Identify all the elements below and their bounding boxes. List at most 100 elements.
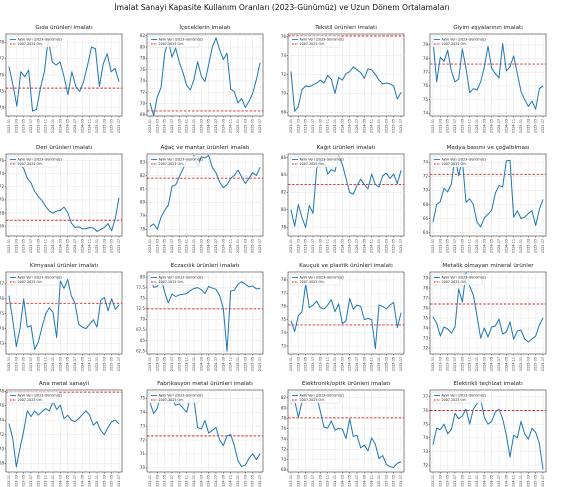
data-point <box>259 288 261 289</box>
x-tick-label: 2023-11 <box>468 239 472 253</box>
x-tick-label: 2023-05 <box>446 119 450 133</box>
x-tick-label: 2023-11 <box>326 357 330 371</box>
data-point <box>389 466 391 468</box>
x-tick-label: 2025-07 <box>399 475 403 487</box>
x-tick-label: 2023-07 <box>453 239 457 253</box>
data-point <box>542 85 544 87</box>
data-point <box>524 216 526 218</box>
legend-label-monthly: Aylık Veri (2023-Günümüz) <box>159 38 203 42</box>
data-point <box>175 404 177 406</box>
data-point <box>175 296 177 297</box>
x-tick-label: 2024-09 <box>221 239 225 253</box>
plot-area <box>429 389 547 473</box>
y-tick-label: 73 <box>281 343 287 348</box>
data-point <box>458 175 460 177</box>
y-tick-label: 72 <box>281 447 287 452</box>
x-tick-label: 2023-09 <box>318 357 322 371</box>
data-point <box>305 85 307 87</box>
data-point <box>494 411 496 413</box>
legend-label-average: 2007-2025 Ort. <box>300 162 325 166</box>
data-point <box>345 438 347 439</box>
x-tick-label: 2024-05 <box>490 357 494 371</box>
legend-label-average: 2007-2025 Ort. <box>300 42 325 46</box>
x-tick-label: 2025-05 <box>534 475 538 487</box>
x-tick-label: 2024-05 <box>66 475 70 487</box>
y-tick-label: 70 <box>281 457 287 462</box>
legend-label-average: 2007-2025 Ort. <box>159 42 184 46</box>
data-point <box>149 102 151 104</box>
x-tick-label: 2024-03 <box>199 357 203 371</box>
data-point <box>334 171 336 172</box>
y-tick-label: 70 <box>0 446 4 451</box>
x-tick-label: 2023-09 <box>177 357 181 371</box>
data-point <box>487 423 489 425</box>
data-point <box>382 455 384 456</box>
data-point <box>81 326 83 328</box>
data-point <box>252 172 254 174</box>
y-tick-label: 76 <box>0 158 4 163</box>
data-point <box>371 319 373 320</box>
data-point <box>535 335 537 337</box>
data-point <box>527 341 529 343</box>
x-tick-label: 2025-01 <box>377 475 381 487</box>
data-point <box>349 418 351 420</box>
x-tick-label: 2025-05 <box>534 119 538 133</box>
x-tick-label: 2025-05 <box>110 475 114 487</box>
y-tick-label: 77 <box>423 295 429 300</box>
x-tick-label: 2024-09 <box>80 357 84 371</box>
data-point <box>8 295 10 297</box>
data-point <box>374 348 376 350</box>
data-point <box>153 115 155 116</box>
x-tick-label: 2024-07 <box>73 239 77 253</box>
x-tick-label: 2024-11 <box>370 475 374 487</box>
data-point <box>443 326 445 328</box>
x-tick-label: 2023-01 <box>289 119 293 133</box>
subplot-2: İçeceklerin imalatı 2023-01 2023-03 2023-05… <box>140 24 264 133</box>
x-tick-label: 2025-07 <box>258 357 262 371</box>
y-tick-label: 76 <box>281 304 287 309</box>
x-tick-label: 2023-11 <box>44 357 48 371</box>
data-point <box>204 293 206 294</box>
x-tick-label: 2025-07 <box>117 119 121 133</box>
data-point <box>520 91 522 92</box>
legend: Aylık Veri (2023-Günümüz)2007-2025 Ort. <box>148 35 203 48</box>
x-tick-label: 2025-03 <box>102 239 106 253</box>
x-tick-label: 2023-09 <box>318 239 322 253</box>
legend-label-average: 2007-2025 Ort. <box>442 398 467 402</box>
y-tick-label: 77 <box>0 281 4 286</box>
data-point <box>111 230 113 232</box>
subplot-title: Ana metal sanayii <box>39 381 90 387</box>
y-tick-label: 81 <box>140 186 146 191</box>
y-tick-label: 72 <box>0 432 4 437</box>
data-point <box>443 60 445 62</box>
data-point <box>204 81 206 82</box>
y-tick-label: 74 <box>423 325 429 330</box>
data-point <box>502 418 504 420</box>
data-point <box>12 319 14 321</box>
x-tick-label: 2024-11 <box>229 239 233 253</box>
y-tick-label: 86 <box>281 155 287 160</box>
x-tick-label: 2023-09 <box>177 475 181 487</box>
x-tick-label: 2025-03 <box>384 119 388 133</box>
x-tick-label: 2023-11 <box>185 239 189 253</box>
y-tick-label: 67.5 <box>136 327 145 332</box>
y-tick-label: 72 <box>423 462 429 467</box>
legend-label-monthly: Aylık Veri (2023-Günümüz) <box>18 38 62 42</box>
data-point <box>52 212 54 214</box>
y-tick-label: 68 <box>0 461 4 466</box>
x-tick-label: 2024-05 <box>66 239 70 253</box>
data-point <box>215 288 217 290</box>
data-point <box>215 37 217 39</box>
y-tick-label: 75 <box>423 315 429 320</box>
data-point <box>389 83 391 85</box>
data-point <box>30 325 32 327</box>
x-tick-label: 2024-11 <box>512 357 516 371</box>
data-point <box>516 73 518 74</box>
x-tick-label: 2023-01 <box>289 239 293 253</box>
data-point <box>193 288 195 289</box>
legend-label-monthly: Aylık Veri (2023-Günümüz) <box>300 276 344 280</box>
data-point <box>371 173 373 175</box>
x-tick-label: 2025-01 <box>95 119 99 133</box>
subplot-title: Ağaç ve mantar ürünleri imalatı <box>160 144 249 151</box>
